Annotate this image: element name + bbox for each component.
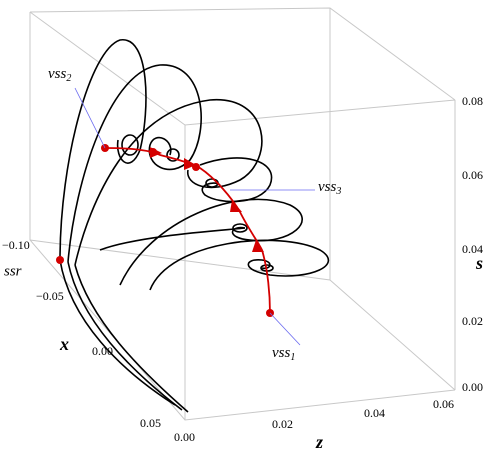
x-tick-label: −0.05 xyxy=(36,289,64,303)
z-tick-label: 0.04 xyxy=(364,406,385,420)
x-tick-label: 0.00 xyxy=(92,344,113,358)
annotation: vss1 xyxy=(272,345,295,363)
box xyxy=(29,7,456,421)
s-tick-label: 0.00 xyxy=(462,380,483,394)
s-tick-label: 0.08 xyxy=(462,94,483,108)
x-tick-label: −0.10 xyxy=(2,238,30,252)
annotation: vss3 xyxy=(318,179,341,197)
annotation: ssr xyxy=(4,263,22,279)
s-tick-label: 0.06 xyxy=(462,168,483,182)
red-path xyxy=(56,144,274,317)
x-axis-label: x xyxy=(59,334,69,354)
s-tick-label: 0.02 xyxy=(462,314,483,328)
annotation: vss2 xyxy=(48,66,71,84)
z-tick-label: 0.02 xyxy=(272,417,293,431)
pointer-lines xyxy=(74,87,315,346)
z-tick-label: 0.00 xyxy=(174,430,195,444)
x-tick-label: 0.05 xyxy=(140,416,161,430)
z-tick-label: 0.06 xyxy=(433,397,454,411)
s-tick-label: 0.04 xyxy=(462,242,483,256)
z-axis-label: z xyxy=(315,432,323,452)
s-axis-label: s xyxy=(475,253,483,273)
tick-labels: −0.10 −0.05 0.00 0.05 0.00 0.02 0.04 0.0… xyxy=(2,94,483,444)
